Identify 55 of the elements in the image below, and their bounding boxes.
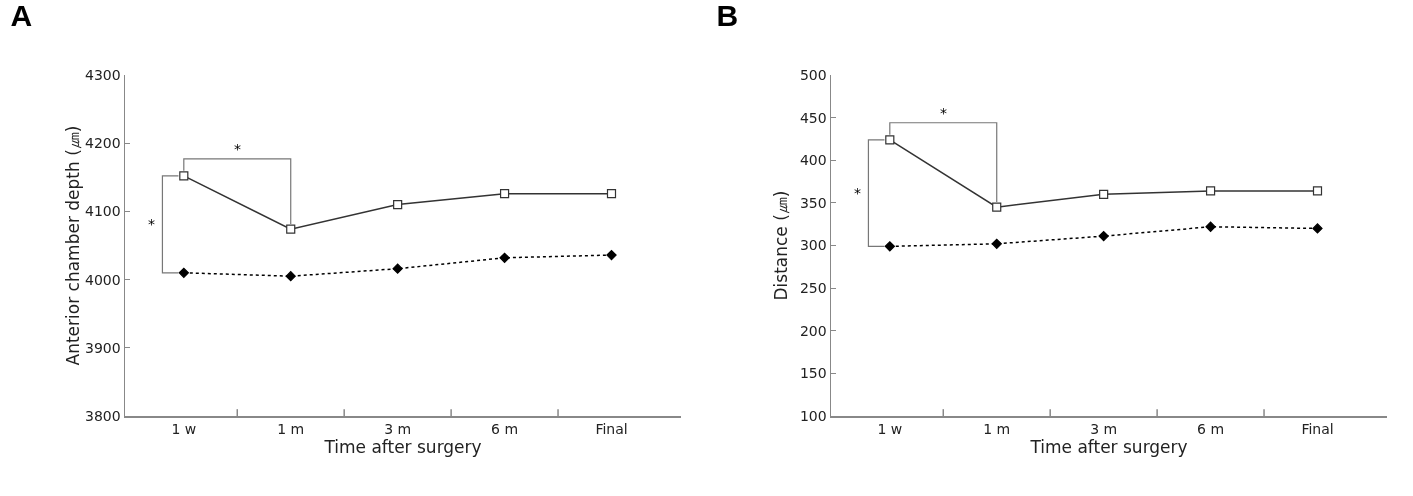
point (991, 238, 1002, 249)
chart-title: B (716, 0, 739, 32)
x-tick-label: 1 m (277, 421, 305, 438)
point (1098, 230, 1109, 242)
y-tick-label: 400 (799, 152, 827, 169)
y-axis-title: Anterior chamber depth (㎛) (63, 125, 84, 366)
point (992, 202, 1002, 212)
point (606, 249, 617, 261)
x-tick-label: 1 m (983, 421, 1011, 438)
point (286, 224, 296, 234)
x-tick-label: 6 m (491, 421, 519, 438)
point (179, 171, 189, 181)
y-tick-label: 150 (799, 365, 827, 382)
x-axis-title: Time after surgery (323, 437, 482, 458)
y-tick-label: 100 (799, 407, 827, 424)
point (285, 271, 296, 282)
y-tick-label: 3900 (85, 339, 121, 356)
y-tick-label: 3800 (85, 407, 121, 424)
point (499, 252, 510, 263)
y-tick-label: 300 (799, 237, 827, 254)
point (1099, 189, 1109, 199)
x-tick-label: Final (1301, 421, 1334, 438)
x-tick-label: 3 m (384, 421, 412, 438)
point (1205, 186, 1216, 196)
point (392, 263, 403, 274)
y-tick-label: 450 (799, 109, 827, 126)
annotation: * (234, 141, 241, 157)
point (499, 189, 510, 199)
y-axis-title: Distance (㎛) (770, 190, 791, 301)
y-tick-label: 350 (799, 194, 827, 211)
point (1312, 223, 1323, 234)
y-tick-label: 500 (799, 66, 827, 83)
x-tick-label: 6 m (1197, 421, 1225, 438)
point (606, 189, 617, 199)
annotation: * (940, 105, 947, 121)
annotation: * (854, 185, 861, 201)
y-tick-label: 200 (799, 322, 827, 339)
x-tick-label: 1 w (171, 421, 197, 438)
y-tick-label: 250 (799, 280, 827, 297)
x-tick-label: 1 w (877, 421, 903, 438)
point (1312, 186, 1323, 196)
y-tick-label: 4100 (85, 203, 121, 220)
y-tick-label: 4200 (85, 135, 121, 152)
point (178, 267, 189, 278)
x-tick-label: Final (595, 421, 628, 438)
point (393, 199, 403, 210)
annotation: * (148, 216, 155, 232)
x-axis-title: Time after surgery (1029, 437, 1188, 458)
point (1205, 221, 1216, 232)
x-tick-label: 3 m (1090, 421, 1118, 438)
y-tick-label: 4000 (85, 271, 121, 288)
point (884, 241, 895, 252)
y-tick-label: 4300 (85, 66, 121, 83)
point (885, 135, 895, 145)
chart-title: A (10, 0, 33, 32)
